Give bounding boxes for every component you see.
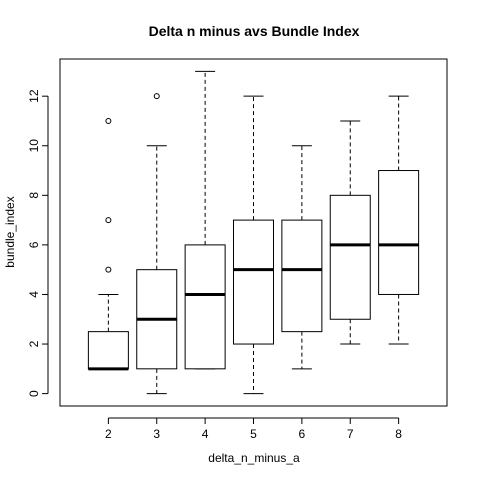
x-tick-label: 2 <box>105 427 112 441</box>
box-2 <box>88 118 128 368</box>
box-8 <box>379 96 419 344</box>
box-7 <box>330 121 370 344</box>
x-tick-label: 7 <box>347 427 354 441</box>
boxes-group <box>88 71 418 393</box>
y-tick-label: 2 <box>27 340 41 347</box>
box-4 <box>185 71 225 368</box>
iqr-box <box>379 171 419 295</box>
y-tick-label: 0 <box>27 390 41 397</box>
outlier-point <box>154 94 159 99</box>
y-axis: 0 2 4 6 8 10 12 <box>27 89 48 397</box>
iqr-box <box>234 220 274 344</box>
outlier-point <box>106 218 111 223</box>
iqr-box <box>282 220 322 332</box>
x-axis: 2 3 4 5 6 7 8 <box>105 418 402 441</box>
iqr-box <box>185 245 225 369</box>
y-tick-label: 12 <box>27 89 41 103</box>
y-tick-label: 4 <box>27 291 41 298</box>
y-tick-label: 6 <box>27 241 41 248</box>
iqr-box <box>330 195 370 319</box>
outlier-point <box>106 267 111 272</box>
x-tick-label: 6 <box>299 427 306 441</box>
x-tick-label: 3 <box>153 427 160 441</box>
y-tick-label: 10 <box>27 139 41 153</box>
chart-title: Delta n minus avs Bundle Index <box>149 23 360 39</box>
iqr-box <box>88 332 128 369</box>
y-tick-label: 8 <box>27 192 41 199</box>
box-3 <box>137 94 177 394</box>
x-tick-label: 8 <box>395 427 402 441</box>
x-axis-label: delta_n_minus_a <box>208 451 300 465</box>
x-tick-label: 4 <box>202 427 209 441</box>
y-axis-label: bundle_index <box>3 196 17 267</box>
outlier-point <box>106 118 111 123</box>
box-5 <box>234 96 274 393</box>
box-6 <box>282 146 322 369</box>
x-tick-label: 5 <box>250 427 257 441</box>
